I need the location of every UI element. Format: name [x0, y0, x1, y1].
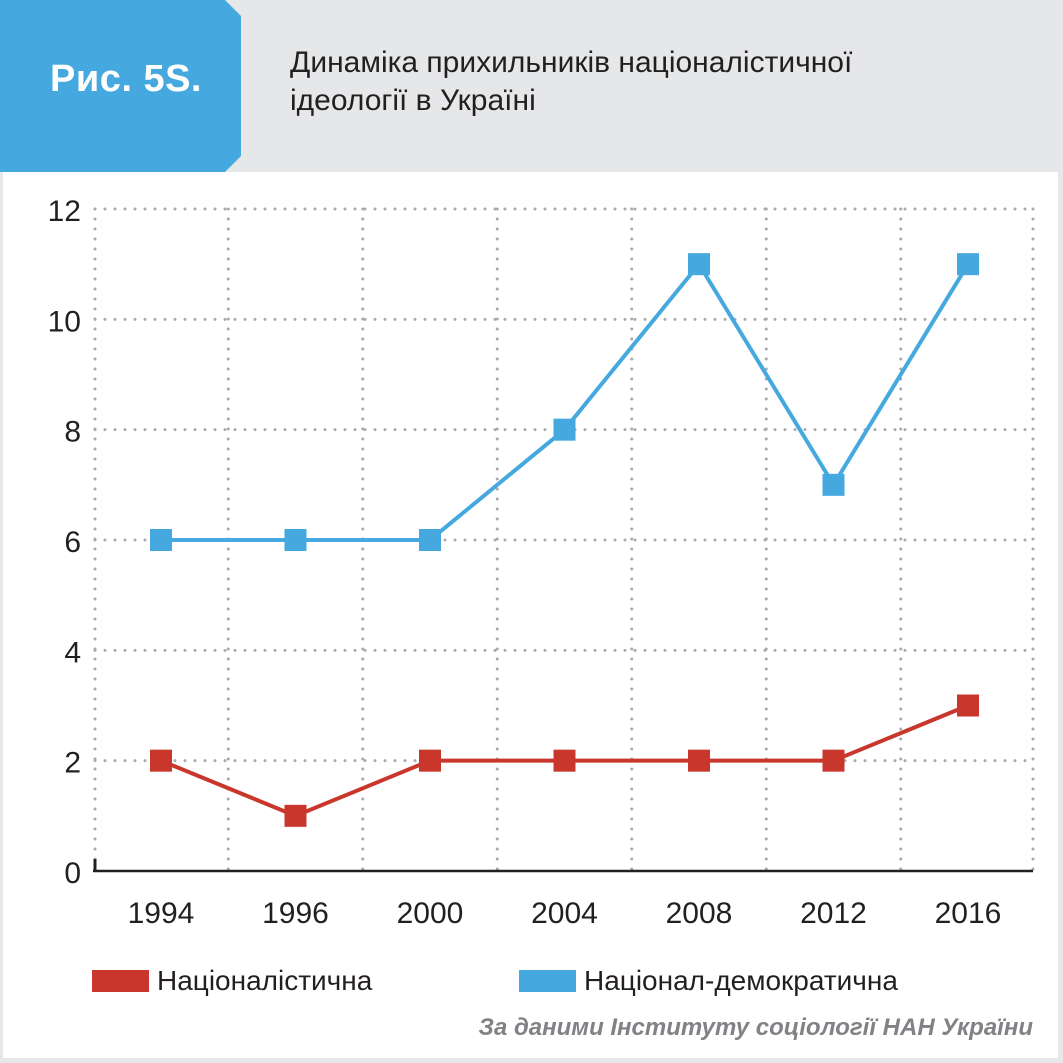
x-tick-label: 1996 [262, 897, 329, 930]
legend-label-national-democratic: Націонал-демократична [584, 965, 898, 996]
legend-swatch-blue [519, 970, 576, 992]
data-point-national-democratic [284, 529, 307, 551]
data-point-national-democratic [957, 253, 979, 276]
y-tick-label: 8 [64, 416, 81, 449]
figure-number: Рис. 5S. [50, 58, 202, 100]
chart-title-line-2: ідеології в Україні [290, 84, 536, 117]
data-point-nationalist [419, 749, 441, 772]
y-tick-label: 0 [64, 857, 81, 890]
data-point-national-democratic [688, 253, 710, 276]
data-point-national-democratic [419, 529, 441, 551]
y-tick-label: 6 [64, 526, 81, 559]
x-tick-label: 2016 [935, 897, 1002, 930]
y-tick-label: 2 [64, 747, 81, 780]
x-tick-label: 2008 [666, 897, 733, 930]
data-point-nationalist [688, 749, 710, 772]
legend-label-nationalist: Націоналістична [157, 965, 373, 996]
data-point-nationalist [284, 804, 307, 827]
legend-swatch-red [92, 970, 149, 992]
data-point-nationalist [150, 749, 172, 772]
x-tick-label: 2004 [531, 897, 598, 930]
chart-panel: 0 2 4 6 8 10 12 1994 1996 2000 2004 2008 2012 2016 [3, 172, 1058, 1058]
figure-header: Рис. 5S. Динаміка прихильників націоналі… [0, 0, 1063, 172]
badge-shape [0, 0, 241, 172]
data-point-national-democratic [822, 473, 845, 496]
series-line-national-democratic [161, 260, 970, 542]
legend-item-nationalist: Націоналістична [92, 964, 372, 998]
x-tick-label: 2000 [397, 897, 464, 930]
chart-title: Динаміка прихильників націоналістичної і… [290, 44, 1030, 120]
data-point-nationalist [957, 694, 979, 717]
y-tick-label: 4 [64, 636, 81, 669]
line-chart: 0 2 4 6 8 10 12 1994 1996 2000 2004 2008 2012 2016 [48, 195, 1035, 930]
data-point-national-democratic [150, 529, 172, 551]
legend-item-national-democratic: Націонал-демократична [519, 964, 898, 998]
data-point-nationalist [553, 749, 576, 772]
y-tick-label: 10 [48, 305, 81, 338]
data-point-national-democratic [553, 418, 576, 441]
x-tick-label: 2012 [800, 897, 867, 930]
y-tick-label: 12 [48, 195, 81, 228]
data-point-nationalist [822, 749, 845, 772]
figure-label-badge: Рис. 5S. [0, 0, 241, 172]
source-note: За даними Інституту соціології НАН Украї… [478, 1014, 1033, 1041]
chart-title-line-1: Динаміка прихильників націоналістичної [290, 46, 853, 79]
x-tick-label: 1994 [128, 897, 195, 930]
